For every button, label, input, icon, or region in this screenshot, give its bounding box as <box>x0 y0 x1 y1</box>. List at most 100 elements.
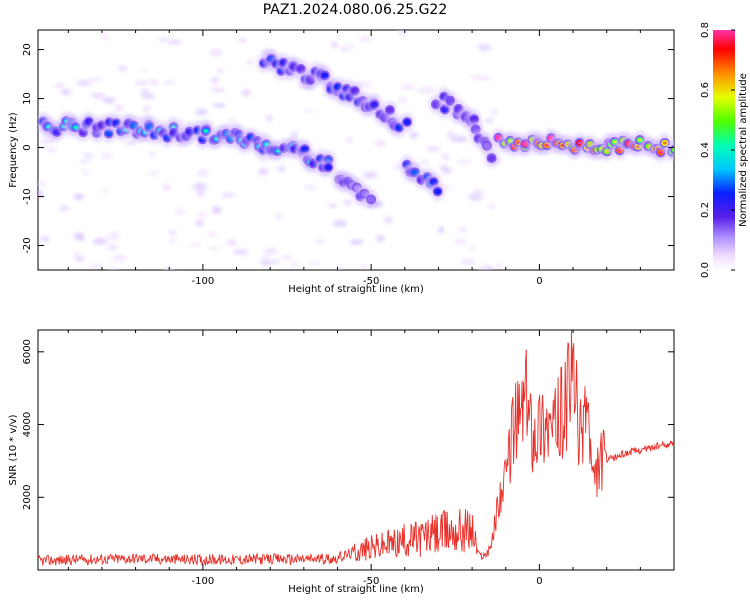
spectrogram-noise <box>76 80 92 86</box>
spectrogram-noise <box>40 236 50 242</box>
spectrogram-noise <box>478 265 489 270</box>
spectrogram-y-tick-label: 20 <box>22 43 33 56</box>
colorbar-tick-label: 0.2 <box>700 202 711 218</box>
spectrogram-ridge-peak <box>673 148 674 151</box>
spectrogram-ridge-peak <box>658 151 663 154</box>
snr-marks <box>38 330 674 567</box>
spectrogram-x-tick-label: -50 <box>363 276 379 287</box>
spectrogram-noise <box>495 264 502 269</box>
spectrogram-noise <box>409 132 419 139</box>
colorbar-tick-label: 0.6 <box>700 82 711 98</box>
chart-title: PAZ1.2024.080.06.25.G22 <box>263 2 448 18</box>
spectrogram-noise <box>484 118 494 123</box>
spectrogram-ridge-core <box>279 59 287 66</box>
spectrogram-noise <box>261 255 271 260</box>
spectrogram-noise <box>114 105 124 112</box>
spectrogram-ridge-core <box>446 97 454 104</box>
spectrogram-noise <box>332 220 347 227</box>
spectrogram-noise <box>302 109 314 114</box>
spectrogram-noise <box>140 69 148 73</box>
spectrogram-noise <box>60 89 72 95</box>
spectrogram-noise <box>38 191 44 198</box>
spectrogram-noise <box>460 258 475 266</box>
spectrogram-ridge-peak <box>73 125 78 129</box>
spectrogram-noise <box>473 189 484 195</box>
spectrogram-noise <box>440 167 452 174</box>
spectrogram-noise <box>303 185 317 189</box>
spectrogram-noise <box>192 183 209 190</box>
spectrogram-noise <box>169 238 177 243</box>
spectrogram-noise <box>197 211 207 218</box>
spectrogram-noise <box>241 89 251 97</box>
spectrogram-layer <box>38 30 674 270</box>
spectrogram-noise <box>221 192 236 198</box>
spectrogram-noise <box>212 206 222 214</box>
snr-x-axis-label: Height of straight line (km) <box>288 584 424 595</box>
spectrogram-noise <box>165 40 180 44</box>
spectrogram-y-tick-label: -10 <box>22 188 33 204</box>
spectrogram-x-tick-label: -100 <box>192 276 215 287</box>
spectrogram-ridge-core <box>301 146 309 153</box>
spectrogram-noise <box>74 255 85 262</box>
spectrogram-ridge-core <box>297 65 305 72</box>
snr-axes: -100 -50 0 2000 4000 6000 <box>22 330 675 587</box>
spectrogram-noise <box>438 226 445 234</box>
spectrogram-noise <box>142 94 155 99</box>
spectrogram-ridge-core <box>367 196 375 203</box>
spectrogram-noise <box>78 159 93 163</box>
spectrogram-noise <box>158 37 169 42</box>
spectrogram-noise <box>102 97 116 104</box>
spectrogram-noise <box>397 30 405 35</box>
spectrogram-noise <box>425 146 440 152</box>
spectrogram-noise <box>140 89 150 96</box>
snr-x-tick-label: -50 <box>363 576 379 587</box>
spectrogram-noise <box>336 266 343 270</box>
spectrogram-noise <box>257 168 269 175</box>
spectrogram-noise <box>345 137 355 142</box>
spectrogram-noise <box>343 199 352 207</box>
spectrogram-noise <box>149 79 159 86</box>
spectrogram-noise <box>265 114 273 122</box>
spectrogram-noise <box>73 193 84 200</box>
spectrogram-noise <box>125 141 135 145</box>
spectrogram-noise <box>46 148 57 154</box>
spectrogram-ridge-core <box>85 118 93 125</box>
spectrogram-noise <box>331 41 339 48</box>
spectrogram-noise <box>168 230 177 235</box>
spectrogram-noise <box>490 109 499 115</box>
snr-series-line <box>38 330 674 567</box>
spectrogram-noise <box>100 153 113 159</box>
spectrogram-noise <box>106 245 119 250</box>
spectrogram-noise <box>195 109 208 116</box>
spectrogram-x-axis-label: Height of straight line (km) <box>288 284 424 295</box>
spectrogram-ridge-peak <box>637 138 642 142</box>
spectrogram-noise <box>209 49 223 56</box>
spectrogram-noise <box>277 165 286 173</box>
spectrogram-noise <box>468 246 478 251</box>
spectrogram-ridge-peak <box>662 141 667 145</box>
spectrogram-noise <box>162 184 171 191</box>
spectrogram-noise <box>308 261 322 266</box>
spectrogram-ridge-core <box>395 124 403 131</box>
spectrogram-ridge-peak <box>612 140 617 144</box>
colorbar-axis: 0.0 0.2 0.4 0.6 0.8 <box>700 22 735 278</box>
spectrogram-noise <box>374 140 387 147</box>
spectrogram-ridge-core <box>334 84 342 91</box>
spectrogram-noise <box>72 251 81 256</box>
spectrogram-noise <box>443 185 452 190</box>
spectrogram-noise <box>82 170 91 176</box>
spectrogram-ridge-peak <box>577 141 582 145</box>
spectrogram-noise <box>78 234 85 241</box>
spectrogram-noise <box>416 87 430 94</box>
snr-y-tick-label: 6000 <box>22 339 33 364</box>
colorbar-tick-label: 0.0 <box>700 262 711 278</box>
spectrogram-noise <box>225 239 238 246</box>
spectrogram-noise <box>107 268 120 270</box>
spectrogram-noise <box>456 159 472 165</box>
spectrogram-noise <box>162 80 176 85</box>
spectrogram-ridge-core <box>403 118 411 125</box>
spectrogram-noise <box>111 254 127 262</box>
